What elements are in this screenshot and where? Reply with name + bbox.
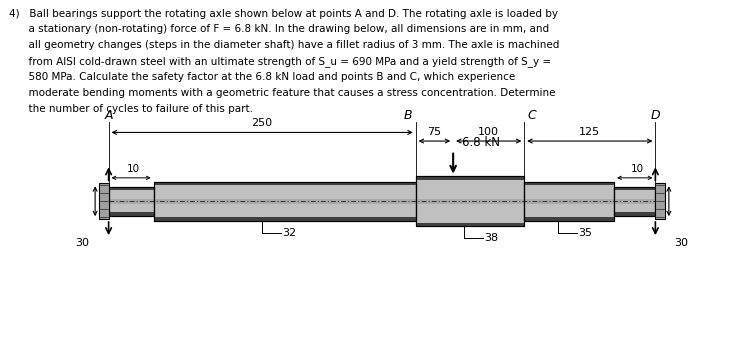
Bar	[109, 187, 154, 216]
Bar	[109, 212, 154, 216]
Bar	[614, 199, 655, 204]
Bar	[154, 182, 416, 185]
Bar	[109, 199, 154, 204]
Text: C: C	[527, 109, 536, 122]
Text: B: B	[404, 109, 413, 122]
Bar	[655, 183, 665, 219]
Text: 250: 250	[252, 118, 273, 128]
Bar	[614, 187, 655, 190]
Text: 32: 32	[282, 227, 297, 238]
Text: 38: 38	[485, 233, 499, 243]
Bar	[524, 199, 614, 204]
Bar	[524, 182, 614, 221]
Text: 6.8 kN: 6.8 kN	[462, 136, 500, 149]
Text: 10: 10	[631, 164, 643, 174]
Text: D: D	[651, 109, 660, 122]
Bar	[109, 187, 154, 190]
Bar	[154, 217, 416, 221]
Bar	[154, 199, 416, 204]
Text: moderate bending moments with a geometric feature that causes a stress concentra: moderate bending moments with a geometri…	[9, 88, 556, 98]
Bar	[524, 217, 614, 221]
Text: 10: 10	[127, 164, 140, 174]
Bar	[416, 176, 524, 180]
Bar	[99, 183, 109, 219]
Bar	[524, 182, 614, 221]
Bar	[416, 176, 524, 226]
Bar	[154, 182, 416, 221]
Text: the number of cycles to failure of this part.: the number of cycles to failure of this …	[9, 104, 253, 114]
Bar	[416, 176, 524, 226]
Text: 4)   Ball bearings support the rotating axle shown below at points A and D. The : 4) Ball bearings support the rotating ax…	[9, 9, 558, 19]
Text: 35: 35	[578, 227, 592, 238]
Bar	[614, 212, 655, 216]
Bar	[614, 187, 655, 216]
Bar	[614, 187, 655, 216]
Text: 580 MPa. Calculate the safety factor at the 6.8 kN load and points B and C, whic: 580 MPa. Calculate the safety factor at …	[9, 72, 515, 82]
Text: 30: 30	[675, 238, 688, 248]
Text: 125: 125	[579, 127, 601, 137]
Text: 75: 75	[428, 127, 441, 137]
Bar	[524, 182, 614, 185]
Text: 30: 30	[76, 238, 89, 248]
Text: 100: 100	[478, 127, 500, 137]
Bar	[154, 182, 416, 221]
Text: all geometry changes (steps in the diameter shaft) have a fillet radius of 3 mm.: all geometry changes (steps in the diame…	[9, 40, 560, 50]
Text: from AISI cold-drawn steel with an ultimate strength of S_u = 690 MPa and a yiel: from AISI cold-drawn steel with an ultim…	[9, 56, 551, 67]
Text: a stationary (non-rotating) force of F = 6.8 kN. In the drawing below, all dimen: a stationary (non-rotating) force of F =…	[9, 24, 549, 34]
Bar	[109, 187, 154, 216]
Bar	[416, 199, 524, 204]
Bar	[416, 223, 524, 226]
Text: A: A	[104, 109, 113, 122]
